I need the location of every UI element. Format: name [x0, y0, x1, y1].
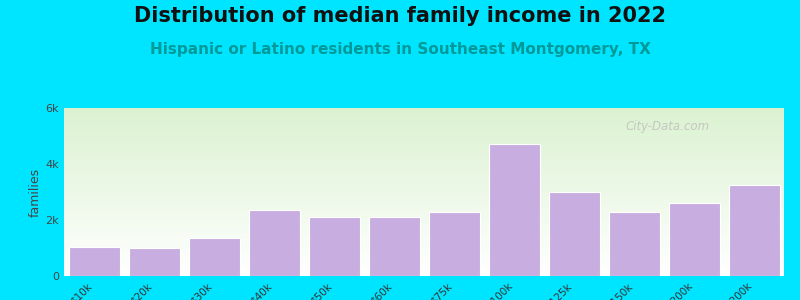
Bar	[369, 217, 419, 276]
Bar	[309, 217, 359, 276]
Text: Hispanic or Latino residents in Southeast Montgomery, TX: Hispanic or Latino residents in Southeas…	[150, 42, 650, 57]
Bar	[609, 212, 659, 276]
Bar	[69, 247, 119, 276]
Text: City-Data.com: City-Data.com	[626, 120, 710, 133]
Bar	[549, 192, 599, 276]
Y-axis label: families: families	[28, 167, 42, 217]
Text: Distribution of median family income in 2022: Distribution of median family income in …	[134, 6, 666, 26]
Bar	[729, 185, 779, 276]
Bar	[489, 144, 539, 276]
Bar	[189, 238, 239, 276]
Bar	[429, 212, 479, 276]
Bar	[129, 248, 179, 276]
Bar	[249, 210, 299, 276]
Bar	[669, 203, 719, 276]
